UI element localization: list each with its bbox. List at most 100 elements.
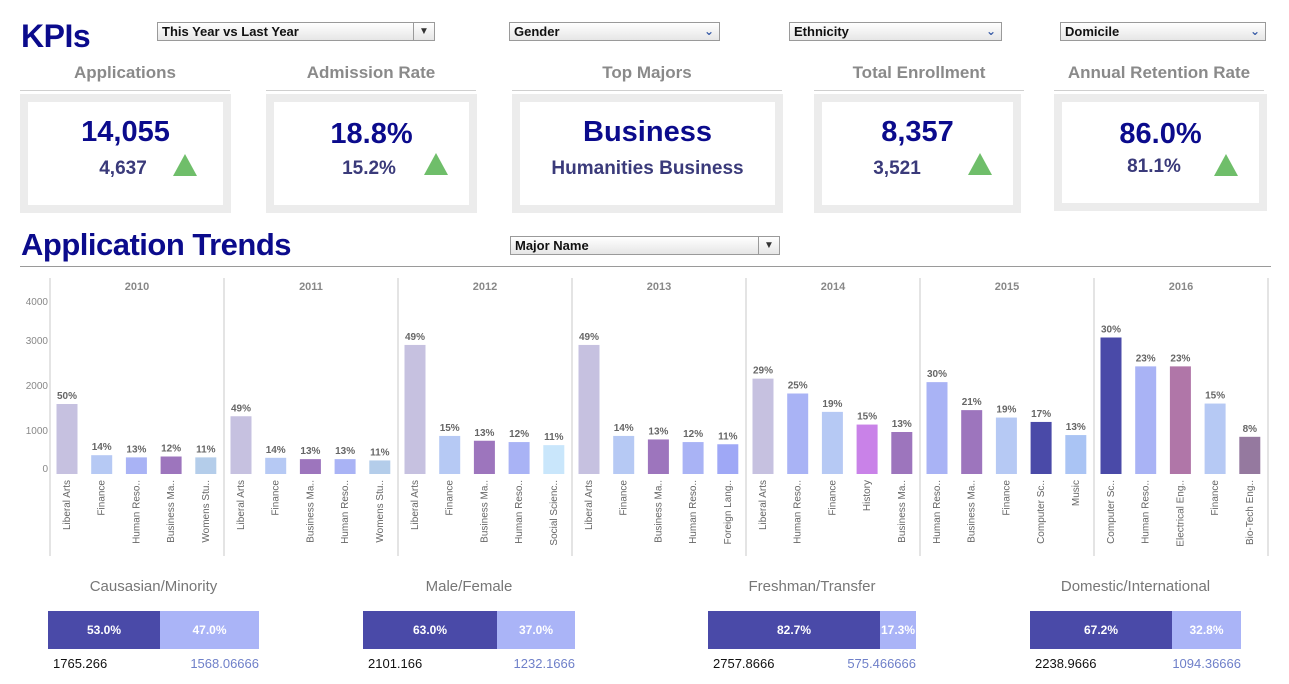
y-tick-label: 2000: [26, 381, 49, 392]
split-right-value: 575.466666: [847, 656, 916, 671]
trend-up-icon: [1214, 154, 1238, 176]
dropdown-arrow-icon: ▼: [758, 237, 779, 254]
split-left-segment: 63.0%: [363, 611, 497, 649]
split-right-segment: 47.0%: [160, 611, 259, 649]
bar-data-label: 13%: [126, 444, 146, 455]
group-year-label: 2011: [299, 281, 323, 293]
bar-data-label: 19%: [996, 405, 1016, 416]
bar: [334, 459, 356, 474]
major-name-select[interactable]: Major Name ▼: [510, 236, 780, 255]
ethnicity-select-value: Ethnicity: [794, 24, 849, 39]
bar-data-label: 11%: [196, 444, 216, 455]
bar-data-label: 50%: [57, 391, 77, 402]
x-category-label: Human Reso..: [932, 480, 943, 544]
kpi-previous-value: 15.2%: [342, 158, 396, 179]
split-right-segment: 17.3%: [880, 611, 916, 649]
x-category-label: Liberal Arts: [236, 480, 247, 530]
group-year-label: 2013: [647, 281, 671, 293]
kpi-title: Admission Rate: [306, 63, 436, 82]
section-divider: [20, 266, 1271, 267]
application-trends-chart: 4000 3000 2000 1000 0 2010 50% Liberal Arts 14% F…: [26, 278, 1269, 556]
split-title: Domestic/International: [1060, 578, 1211, 595]
x-category-label: Human Reso..: [514, 480, 525, 544]
bar: [1030, 421, 1052, 474]
split-title: Male/Female: [425, 578, 513, 595]
kpi-previous-value: Humanities Business: [551, 158, 744, 179]
x-category-label: Human Reso..: [688, 480, 699, 544]
kpi-divider: [814, 90, 1024, 91]
x-category-label: Womens Stu..: [375, 480, 386, 543]
kpi-card: 8,357 3,521: [814, 94, 1021, 213]
group-year-label: 2015: [995, 281, 1019, 293]
kpi-value: 8,357: [881, 116, 954, 148]
bar: [195, 457, 217, 474]
bar: [1135, 366, 1157, 474]
x-category-label: Finance: [1210, 480, 1221, 516]
kpi-title: Total Enrollment: [852, 63, 986, 82]
bar: [856, 424, 878, 474]
bar: [821, 411, 843, 474]
kpi-card: 14,055 4,637: [20, 94, 231, 213]
split-left-value: 2757.8666: [713, 656, 775, 671]
bar-data-label: 13%: [335, 446, 355, 457]
x-category-label: Business Ma..: [967, 480, 978, 543]
group-year-label: 2016: [1169, 281, 1193, 293]
split-left-value: 1765.266: [53, 656, 108, 671]
domicile-select[interactable]: Domicile ⌄: [1060, 22, 1266, 41]
bar-data-label: 13%: [892, 419, 912, 430]
split-right-segment: 37.0%: [497, 611, 575, 649]
split-right-value: 1232.1666: [513, 656, 575, 671]
x-category-label: Business Ma..: [305, 480, 316, 543]
bar-data-label: 13%: [648, 426, 668, 437]
x-category-label: Finance: [97, 480, 108, 516]
page-title: KPIs: [21, 18, 91, 54]
bar-data-label: 49%: [405, 332, 425, 343]
bar-data-label: 15%: [857, 412, 877, 423]
ethnicity-select[interactable]: Ethnicity ⌄: [789, 22, 1002, 41]
kpi-value: 14,055: [81, 116, 170, 148]
group-year-label: 2014: [821, 281, 846, 293]
bar: [543, 445, 565, 474]
bar: [1100, 337, 1122, 474]
chevron-down-icon: ⌄: [1249, 24, 1261, 38]
x-category-label: Liberal Arts: [62, 480, 73, 530]
x-category-label: Finance: [271, 480, 282, 516]
domicile-select-value: Domicile: [1065, 24, 1120, 39]
gender-select[interactable]: Gender ⌄: [509, 22, 720, 41]
x-category-label: Business Ma..: [479, 480, 490, 543]
x-category-label: Bio-Tech Eng..: [1245, 480, 1256, 545]
period-select[interactable]: This Year vs Last Year ▼: [157, 22, 435, 41]
bar-data-label: 13%: [1066, 422, 1086, 433]
bar-data-label: 30%: [1101, 325, 1121, 336]
kpi-value: 86.0%: [1119, 118, 1202, 150]
y-tick-label: 3000: [26, 336, 49, 347]
period-select-value: This Year vs Last Year: [162, 24, 299, 39]
bar-data-label: 49%: [579, 332, 599, 343]
split-left-value: 2238.9666: [1035, 656, 1097, 671]
x-category-label: Computer Sc..: [1036, 480, 1047, 544]
section-title: Application Trends: [21, 227, 292, 262]
x-category-label: Computer Sc..: [1106, 480, 1117, 544]
bar-data-label: 12%: [161, 444, 181, 455]
bar-data-label: 15%: [1205, 391, 1225, 402]
group-year-label: 2012: [473, 281, 497, 293]
kpi-previous-value: 4,637: [99, 158, 147, 179]
bar-data-label: 8%: [1243, 424, 1258, 435]
bar: [1065, 435, 1087, 474]
bar: [891, 432, 913, 474]
x-category-label: Business Ma..: [897, 480, 908, 543]
x-category-label: Liberal Arts: [584, 480, 595, 530]
bar-data-label: 14%: [92, 442, 112, 453]
x-category-label: Human Reso..: [1141, 480, 1152, 544]
kpi-title: Top Majors: [602, 63, 692, 82]
bar-data-label: 11%: [718, 431, 738, 442]
y-tick-label: 0: [42, 464, 48, 475]
bar: [265, 457, 287, 474]
bar: [299, 459, 321, 474]
x-category-label: Human Reso..: [340, 480, 351, 544]
bar-data-label: 49%: [231, 403, 251, 414]
bar: [682, 442, 704, 474]
x-category-label: Womens Stu..: [201, 480, 212, 543]
x-category-label: Human Reso..: [793, 480, 804, 544]
x-category-label: Liberal Arts: [758, 480, 769, 530]
